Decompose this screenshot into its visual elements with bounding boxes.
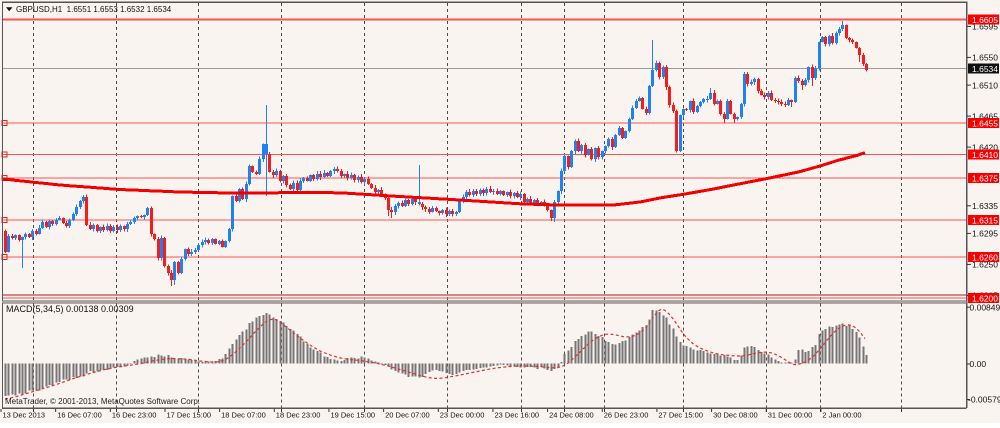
- svg-text:2 Jan 00:00: 2 Jan 00:00: [822, 411, 861, 420]
- svg-text:30 Dec 08:00: 30 Dec 08:00: [713, 411, 758, 420]
- svg-text:1.6295: 1.6295: [972, 229, 998, 239]
- svg-text:0.00: 0.00: [970, 359, 987, 369]
- svg-text:19 Dec 15:00: 19 Dec 15:00: [330, 411, 375, 420]
- svg-text:1.6550: 1.6550: [972, 53, 998, 63]
- svg-text:1.6605: 1.6605: [972, 15, 998, 25]
- svg-text:1.6315: 1.6315: [972, 215, 998, 225]
- svg-text:1.6335: 1.6335: [972, 201, 998, 211]
- svg-text:24 Dec 08:00: 24 Dec 08:00: [549, 411, 594, 420]
- svg-text:GBPUSD,H1 1.6551 1.6553 1.653: GBPUSD,H1 1.6551 1.6553 1.6532 1.6534: [16, 5, 172, 14]
- svg-text:1.6455: 1.6455: [972, 118, 998, 128]
- svg-text:23 Dec 16:00: 23 Dec 16:00: [494, 411, 539, 420]
- svg-text:1.6260: 1.6260: [972, 252, 998, 262]
- svg-text:18 Dec 07:00: 18 Dec 07:00: [221, 411, 266, 420]
- svg-text:13 Dec 2013: 13 Dec 2013: [3, 411, 46, 420]
- svg-text:20 Dec 07:00: 20 Dec 07:00: [385, 411, 430, 420]
- svg-text:0.00849: 0.00849: [970, 302, 1000, 312]
- svg-text:23 Dec 00:00: 23 Dec 00:00: [440, 411, 485, 420]
- svg-text:18 Dec 23:00: 18 Dec 23:00: [276, 411, 321, 420]
- svg-text:1.6410: 1.6410: [972, 150, 998, 160]
- svg-text:27 Dec 15:00: 27 Dec 15:00: [658, 411, 703, 420]
- svg-text:1.6200: 1.6200: [972, 293, 998, 303]
- svg-text:17 Dec 15:00: 17 Dec 15:00: [166, 411, 211, 420]
- svg-text:MACD(5,34,5) 0.00138 0.00309: MACD(5,34,5) 0.00138 0.00309: [6, 304, 134, 314]
- svg-text:1.6375: 1.6375: [972, 173, 998, 183]
- svg-text:16 Dec 07:00: 16 Dec 07:00: [57, 411, 102, 420]
- svg-text:-0.00579: -0.00579: [968, 395, 1000, 405]
- svg-text:MetaTrader, © 2001-2013, MetaQ: MetaTrader, © 2001-2013, MetaQuotes Soft…: [5, 397, 200, 406]
- svg-text:1.6510: 1.6510: [972, 80, 998, 90]
- svg-text:31 Dec 00:00: 31 Dec 00:00: [768, 411, 813, 420]
- svg-text:26 Dec 23:00: 26 Dec 23:00: [604, 411, 649, 420]
- svg-text:16 Dec 23:00: 16 Dec 23:00: [112, 411, 157, 420]
- svg-text:1.6534: 1.6534: [972, 64, 998, 74]
